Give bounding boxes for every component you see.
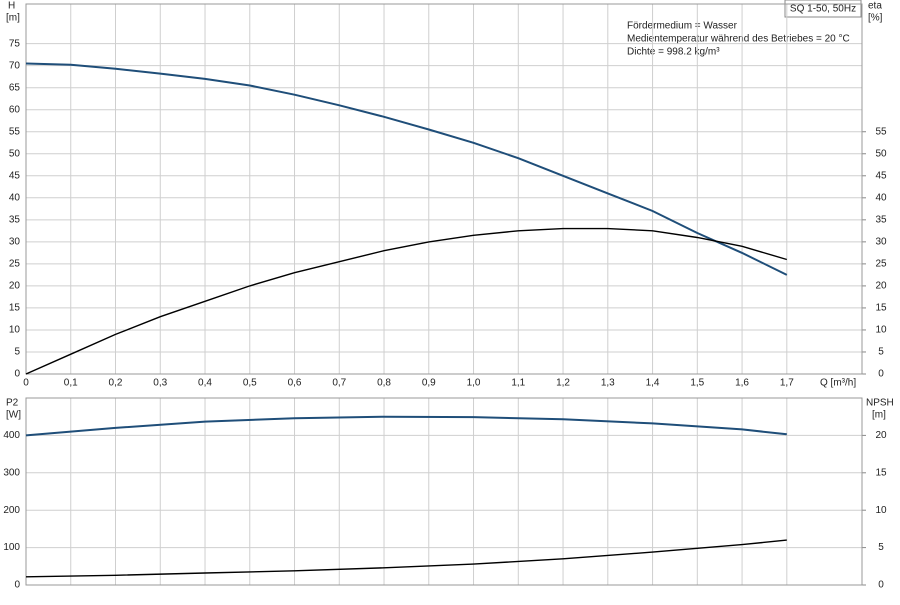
- y2-tick-label: 25: [875, 259, 887, 270]
- x-tick-label: 0,2: [109, 378, 123, 389]
- y-tick-label: 25: [9, 259, 21, 270]
- y2-tick-label: 0: [878, 580, 884, 591]
- x-tick-label: 1,5: [690, 378, 704, 389]
- y2-axis-unit: [%]: [868, 13, 883, 24]
- y2-tick-label: 10: [875, 325, 887, 336]
- series-line: [25, 539, 787, 578]
- y-tick-label: 60: [9, 104, 21, 115]
- y2-tick-label: 30: [875, 236, 887, 247]
- plot-frame: [25, 397, 863, 586]
- y2-tick-label: 15: [875, 303, 887, 314]
- x-tick-label: 1,0: [467, 378, 481, 389]
- x-tick-label: 1,4: [646, 378, 660, 389]
- x-tick-label: 0,8: [377, 378, 391, 389]
- y-tick-label: 200: [3, 505, 20, 516]
- y-tick-label: 20: [9, 281, 21, 292]
- series-line: [25, 415, 787, 437]
- y-tick-label: 40: [9, 192, 21, 203]
- y-tick-label: 300: [3, 467, 20, 478]
- y2-tick-label: 35: [875, 214, 887, 225]
- y-tick-label: 10: [9, 325, 21, 336]
- y-tick-label: 70: [9, 60, 21, 71]
- plot-frame: [25, 3, 863, 375]
- y2-tick-label: 20: [875, 281, 887, 292]
- y2-tick-label: 40: [875, 192, 887, 203]
- x-tick-label: 0,4: [198, 378, 212, 389]
- y-tick-label: 0: [14, 369, 20, 380]
- annotation: Medientemperatur während des Betriebes =…: [627, 34, 850, 45]
- y2-tick-label: 5: [878, 347, 884, 358]
- y2-tick-label: 5: [878, 542, 884, 553]
- y2-axis-unit: [m]: [872, 410, 886, 421]
- x-tick-label: 1,1: [511, 378, 525, 389]
- x-axis-label: Q [m³/h]: [820, 378, 856, 389]
- y-tick-label: 65: [9, 82, 21, 93]
- series-line: [25, 62, 788, 276]
- y2-tick-label: 10: [875, 505, 887, 516]
- y2-tick-label: 15: [875, 467, 887, 478]
- x-tick-label: 1,2: [556, 378, 570, 389]
- y-axis-label: P2: [6, 398, 19, 409]
- y-axis-label: H: [8, 1, 15, 12]
- y2-axis-label: eta: [868, 1, 882, 12]
- y-axis-unit: [m]: [6, 13, 20, 24]
- x-tick-label: 0,9: [422, 378, 436, 389]
- y-tick-label: 35: [9, 214, 21, 225]
- y-tick-label: 50: [9, 148, 21, 159]
- y2-tick-label: 20: [875, 430, 887, 441]
- x-tick-label: 0,3: [153, 378, 167, 389]
- chart-title: SQ 1-50, 50Hz: [790, 4, 856, 15]
- y-tick-label: 30: [9, 236, 21, 247]
- y-tick-label: 5: [14, 347, 20, 358]
- annotation: Dichte = 998.2 kg/m³: [627, 47, 720, 58]
- x-tick-label: 0,6: [288, 378, 302, 389]
- x-tick-label: 0,7: [332, 378, 346, 389]
- y2-tick-label: 55: [875, 126, 887, 137]
- y-tick-label: 45: [9, 170, 21, 181]
- x-tick-label: 0: [23, 378, 29, 389]
- series-line: [25, 227, 787, 375]
- x-tick-label: 0,1: [64, 378, 78, 389]
- y2-tick-label: 50: [875, 148, 887, 159]
- x-tick-label: 1,6: [735, 378, 749, 389]
- y2-tick-label: 0: [878, 369, 884, 380]
- annotation: Fördermedium = Wasser: [627, 21, 738, 32]
- y-tick-label: 75: [9, 38, 21, 49]
- y2-tick-label: 45: [875, 170, 887, 181]
- y-tick-label: 400: [3, 430, 20, 441]
- y-tick-label: 100: [3, 542, 20, 553]
- y-tick-label: 15: [9, 303, 21, 314]
- y-tick-label: 0: [14, 580, 20, 591]
- y-axis-unit: [W]: [6, 410, 21, 421]
- y-tick-label: 55: [9, 126, 21, 137]
- x-tick-label: 0,5: [243, 378, 257, 389]
- y2-axis-label: NPSH: [866, 398, 894, 409]
- x-tick-label: 1,7: [780, 378, 794, 389]
- x-tick-label: 1,3: [601, 378, 615, 389]
